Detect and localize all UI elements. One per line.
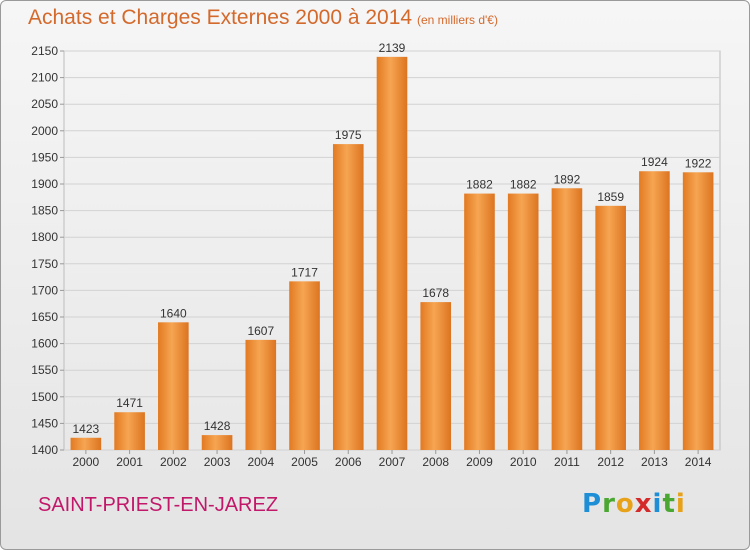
data-label-2009: 1882 <box>466 178 493 192</box>
y-tick-label: 1400 <box>31 443 58 457</box>
bar-2014 <box>682 172 714 450</box>
bar-2003 <box>201 435 233 450</box>
data-label-2010: 1882 <box>510 178 537 192</box>
y-tick-label: 1900 <box>31 177 58 191</box>
chart-subtitle: (en milliers d'€) <box>417 13 498 27</box>
bar-2005 <box>289 281 320 450</box>
chart-title: Achats et Charges Externes 2000 à 2014 <box>28 6 413 29</box>
y-axis: 1400 1450 1500 1550 1600 1650 1700 1750 1800 1850… <box>31 44 64 457</box>
x-tick-label-2000: 2000 <box>73 455 100 469</box>
bar-2000 <box>70 437 102 450</box>
bar-2006 <box>332 144 364 450</box>
y-tick-label: 1600 <box>31 337 58 351</box>
place-name: SAINT-PRIEST-EN-JAREZ <box>38 494 279 516</box>
data-label-2013: 1924 <box>641 155 668 169</box>
proxiti-logo: Proxiti <box>582 489 686 519</box>
bar-2002 <box>158 322 189 450</box>
x-tick-label-2006: 2006 <box>335 455 362 469</box>
x-tick-label-2010: 2010 <box>510 455 537 469</box>
y-tick-label: 1950 <box>31 150 58 164</box>
x-tick-label-2012: 2012 <box>597 455 624 469</box>
y-tick-label: 2150 <box>31 44 58 58</box>
y-tick-label: 2050 <box>31 97 58 111</box>
y-tick-label: 1850 <box>31 204 58 218</box>
data-label-2002: 1640 <box>160 306 187 320</box>
data-label-2003: 1428 <box>204 419 231 433</box>
data-label-2005: 1717 <box>291 265 318 279</box>
bar-2007 <box>376 56 408 451</box>
x-tick-label-2013: 2013 <box>641 455 668 469</box>
x-tick-label-2003: 2003 <box>204 455 231 469</box>
bar-2004 <box>245 339 277 450</box>
y-tick-label: 2000 <box>31 124 58 138</box>
y-tick-label: 1750 <box>31 257 58 271</box>
data-label-2001: 1471 <box>116 396 143 410</box>
y-tick-label: 1550 <box>31 363 58 377</box>
x-tick-label-2001: 2001 <box>116 455 143 469</box>
x-tick-label-2004: 2004 <box>247 455 274 469</box>
data-label-2004: 1607 <box>247 324 274 338</box>
y-tick-label: 1450 <box>31 416 58 430</box>
y-tick-label: 1800 <box>31 230 58 244</box>
data-label-2000: 1423 <box>73 422 100 436</box>
x-tick-label-2002: 2002 <box>160 455 187 469</box>
bar-2008 <box>420 302 452 450</box>
x-tick-label-2005: 2005 <box>291 455 318 469</box>
data-label-2008: 1678 <box>422 286 449 300</box>
x-tick-label-2007: 2007 <box>379 455 406 469</box>
bar-2013 <box>639 171 670 450</box>
data-label-2014: 1922 <box>685 156 712 170</box>
data-label-2006: 1975 <box>335 128 362 142</box>
y-tick-label: 2100 <box>31 71 58 85</box>
data-label-2007: 2139 <box>379 41 406 55</box>
y-tick-label: 1650 <box>31 310 58 324</box>
y-tick-label: 1500 <box>31 390 58 404</box>
x-axis: 2000 2001 2002 2003 2004 2005 2006 2007 2008 2009… <box>73 450 712 469</box>
bar-2011 <box>551 188 583 451</box>
bar-2012 <box>595 205 626 450</box>
data-label-2012: 1859 <box>597 190 624 204</box>
bar-2009 <box>464 193 495 451</box>
bars: 1423 1471 1640 1428 1607 1717 1975 2139 1678 1882… <box>70 41 714 451</box>
x-tick-label-2008: 2008 <box>422 455 449 469</box>
x-tick-label-2014: 2014 <box>685 455 712 469</box>
data-label-2011: 1892 <box>554 172 581 186</box>
x-tick-label-2009: 2009 <box>466 455 493 469</box>
y-tick-label: 1700 <box>31 283 58 297</box>
x-tick-label-2011: 2011 <box>554 455 580 469</box>
bar-2010 <box>507 193 539 451</box>
bar-2001 <box>114 412 145 450</box>
